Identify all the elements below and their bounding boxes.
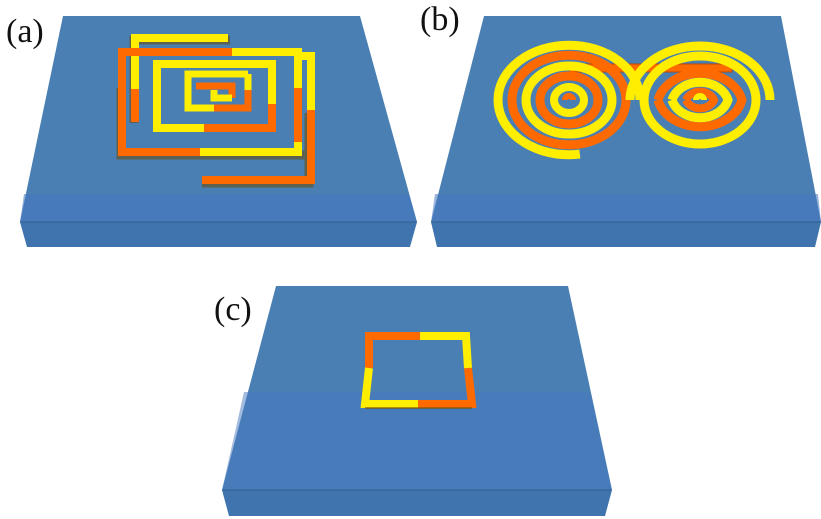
panel-a: (a): [6, 13, 417, 247]
spiral-arm-yellow: [131, 34, 228, 89]
panel-c: (c): [214, 286, 612, 516]
square-loop: [360, 332, 477, 409]
right-spiral: [625, 41, 775, 149]
substrate-c: [222, 286, 612, 516]
panel-b: (b): [420, 1, 821, 247]
square-spiral: [116, 34, 315, 188]
panel-label-c: (c): [214, 291, 252, 328]
substrate-b: [431, 16, 821, 247]
panel-label-b: (b): [420, 1, 460, 38]
panel-label-a: (a): [6, 13, 44, 50]
double-spiral: [493, 40, 775, 160]
